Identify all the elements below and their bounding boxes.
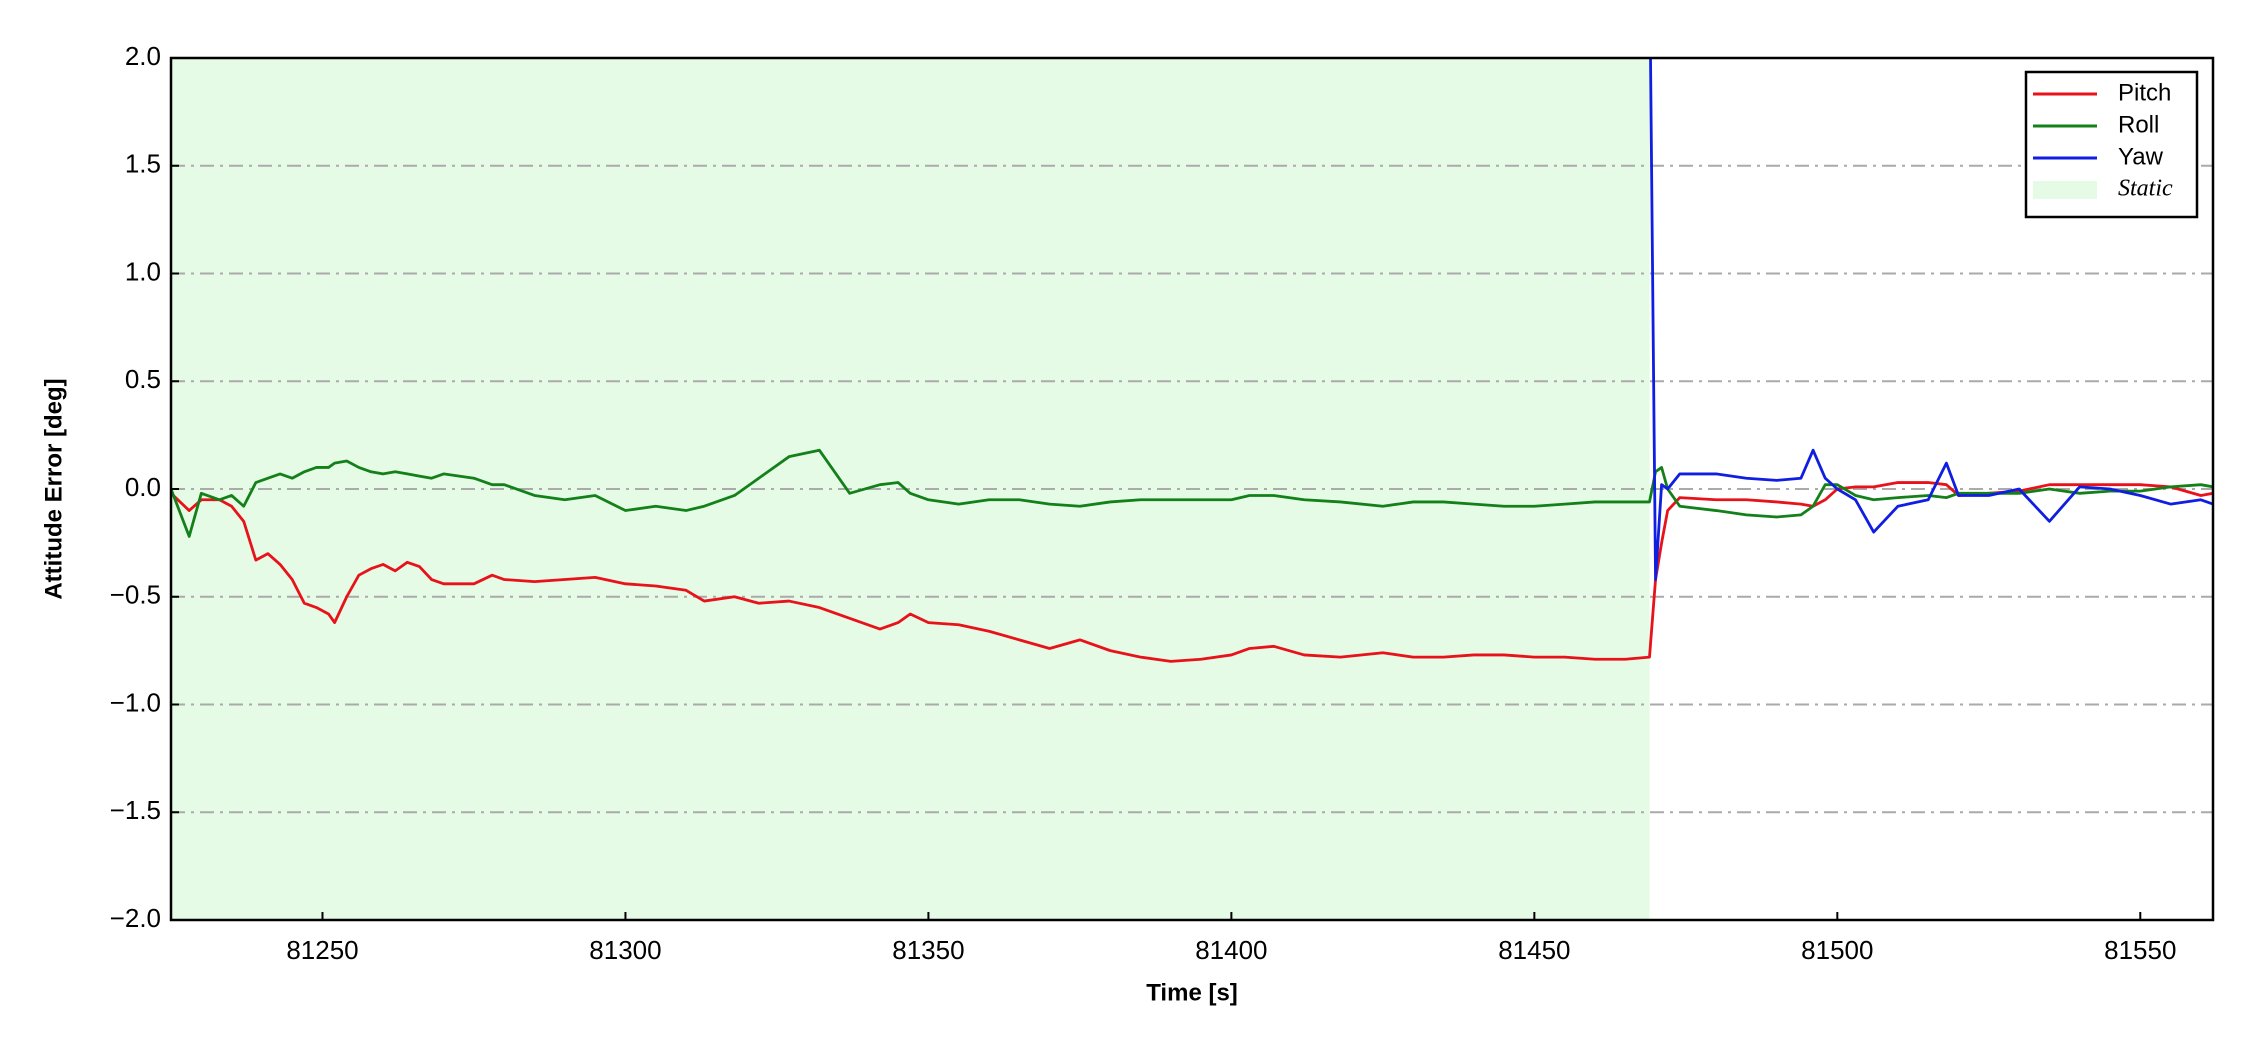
y-tick-label: 1.5 bbox=[125, 149, 161, 179]
x-tick-label: 81300 bbox=[589, 935, 661, 965]
x-tick-label: 81250 bbox=[286, 935, 358, 965]
x-tick-label: 81400 bbox=[1195, 935, 1267, 965]
y-axis-label: Attitude Error [deg] bbox=[40, 378, 67, 599]
plot-background bbox=[171, 58, 1650, 920]
legend-label: Pitch bbox=[2118, 79, 2171, 106]
legend-label: Static bbox=[2118, 176, 2173, 202]
data-line bbox=[1649, 58, 2213, 581]
x-tick-label: 81550 bbox=[2104, 935, 2176, 965]
y-tick-label: 0.5 bbox=[125, 364, 161, 394]
x-tick-label: 81450 bbox=[1498, 935, 1570, 965]
y-tick-label: −1.0 bbox=[110, 687, 161, 717]
plot-lines bbox=[171, 58, 2213, 663]
y-tick-label: 1.0 bbox=[125, 256, 161, 286]
y-tick-label: −1.5 bbox=[110, 795, 161, 825]
y-tick-label: −2.0 bbox=[110, 903, 161, 933]
y-tick-label: 0.0 bbox=[125, 472, 161, 502]
legend-label: Yaw bbox=[2118, 143, 2164, 170]
x-tick-label: 81350 bbox=[892, 935, 964, 965]
data-line bbox=[171, 481, 2213, 663]
x-axis-label: Time [s] bbox=[1146, 979, 1238, 1006]
y-tick-label: 2.0 bbox=[125, 41, 161, 71]
legend-swatch bbox=[2033, 181, 2097, 199]
shaded-region bbox=[171, 58, 1650, 920]
data-line bbox=[171, 448, 2213, 538]
y-tick-label: −0.5 bbox=[110, 580, 161, 610]
legend: Pitch Roll Yaw Static bbox=[2024, 70, 2199, 219]
legend-label: Roll bbox=[2118, 111, 2159, 138]
ticks: −2.0 −1.5 −1.0 −0.5 0.0 0.5 1.0 1.5 2.0 81250 8130… bbox=[110, 41, 2177, 965]
x-tick-label: 81500 bbox=[1801, 935, 1873, 965]
